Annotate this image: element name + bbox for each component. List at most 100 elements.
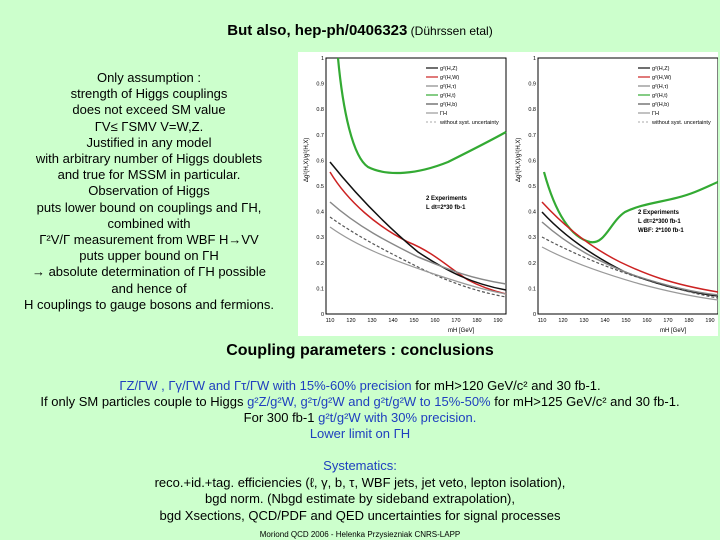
- legend-entry: g²(H,Z): [652, 66, 670, 72]
- title-sub: (Dührssen etal): [407, 24, 493, 38]
- y-tick-label: 0.3: [528, 235, 536, 241]
- x-tick-label: 130: [579, 318, 588, 324]
- left-line: and true for MSSM in particular.: [57, 167, 241, 183]
- x-axis-label: mH [GeV]: [448, 328, 475, 334]
- left-line: → absolute determination of ΓH possible: [31, 264, 267, 280]
- footer: Moriond QCD 2006 - Helenka Przysiezniak …: [259, 530, 461, 539]
- x-tick-label: 180: [684, 318, 693, 324]
- y-tick-label: 0.6: [316, 158, 324, 164]
- conclusions: ΓZ/ΓW , Γγ/ΓW and Γτ/ΓW with 15%-60% pre…: [0, 378, 720, 442]
- curve-g-tau: [329, 201, 507, 285]
- legend-entry: g²(H,W): [652, 75, 671, 81]
- y-tick-label: 0: [321, 312, 324, 318]
- conclusion-line-3: For 300 fb-1 g²t/g²W with 30% precision.: [0, 410, 720, 426]
- legend-entry: without syst. uncertainty: [651, 120, 711, 126]
- y-tick-label: 0.7: [528, 133, 536, 139]
- curve-g-w: [541, 201, 719, 293]
- left-line: with arbitrary number of Higgs doublets: [35, 151, 263, 167]
- left-line: strength of Higgs couplings: [70, 86, 228, 102]
- y-tick-label: 1: [533, 56, 536, 62]
- systematics: Systematics: reco.+id.+tag. efficiencies…: [0, 458, 720, 524]
- y-tick-label: 0.2: [316, 261, 324, 267]
- left-line: combined with: [107, 215, 191, 231]
- left-line: does not exceed SM value: [72, 102, 226, 118]
- left-line: ΓV≤ ΓSMV V=W,Z.: [94, 118, 204, 134]
- coupling-plots: Δg²(H,X)/g²(H,X) mH [GeV] 1 0.9 0.8 0.7 0.6 0…: [298, 52, 719, 336]
- legend-entry: g²(H,b): [440, 102, 457, 108]
- y-tick-label: 0.1: [528, 286, 536, 292]
- slide-title: But also, hep-ph/0406323 (Dührssen etal): [0, 22, 720, 39]
- legend-entry: g²(H,b): [652, 102, 669, 108]
- left-line: Observation of Higgs: [88, 183, 210, 199]
- conclusion-pre: If only SM particles couple to Higgs: [40, 394, 248, 409]
- conclusion-cond: for mH>120 GeV/c² and 30 fb-1.: [411, 378, 601, 393]
- left-line: puts upper bound on ΓH: [79, 248, 219, 264]
- y-tick-label: 0.1: [316, 286, 324, 292]
- curve-g-tau: [541, 221, 719, 296]
- x-tick-label: 130: [367, 318, 376, 324]
- conclusion-line-1: ΓZ/ΓW , Γγ/ΓW and Γτ/ΓW with 15%-60% pre…: [0, 378, 720, 394]
- y-tick-label: 0.9: [316, 82, 324, 88]
- box-line: L dt=2*300 fb-1: [638, 219, 681, 225]
- left-line: Justified in any model: [86, 134, 212, 150]
- systematics-line: reco.+id.+tag. efficiencies (ℓ, γ, b, τ,…: [154, 474, 566, 490]
- y-tick-label: 0.4: [316, 210, 324, 216]
- box-line: 2 Experiments: [638, 210, 680, 216]
- box-line: 2 Experiments: [426, 196, 468, 202]
- left-line: Γ²V/Γ measurement from WBF H→VV: [39, 232, 259, 248]
- y-tick-label: 0.8: [528, 107, 536, 113]
- y-tick-label: 0.3: [316, 235, 324, 241]
- left-line: H couplings to gauge bosons and fermions…: [23, 296, 275, 312]
- assumption-text: Only assumption : strength of Higgs coup…: [8, 70, 290, 313]
- conclusion-line-2: If only SM particles couple to Higgs g²Z…: [0, 394, 720, 410]
- y-tick-label: 0.9: [528, 82, 536, 88]
- legend: g²(H,Z) g²(H,W) g²(H,τ) g²(H,t) g²(H,b) …: [638, 66, 711, 126]
- legend-entry: g²(H,Z): [440, 66, 458, 72]
- info-box: 2 Experiments L dt=2*300 fb-1 WBF: 2*100…: [638, 210, 684, 234]
- plot-frame: [537, 57, 719, 315]
- x-tick-label: 160: [430, 318, 439, 324]
- y-tick-label: 0.4: [528, 210, 536, 216]
- title-main: But also, hep-ph/0406323: [227, 22, 408, 39]
- conclusion-pre: For 300 fb-1: [243, 410, 319, 425]
- x-tick-label: 190: [493, 318, 502, 324]
- curve-g-w: [329, 171, 507, 295]
- legend-entry: g²(H,t): [652, 93, 668, 99]
- curve-g-z: [329, 161, 507, 291]
- y-axis-label: Δg²(H,X)/g²(H,X): [304, 138, 310, 182]
- x-tick-label: 170: [451, 318, 460, 324]
- y-tick-label: 1: [321, 56, 324, 62]
- x-tick-label: 150: [621, 318, 630, 324]
- x-tick-label: 110: [538, 318, 547, 324]
- systematics-title: Systematics:: [323, 458, 397, 473]
- y-tick-label: 0.7: [316, 133, 324, 139]
- conclusion-ratio: g²t/g²W with 30% precision.: [318, 410, 477, 425]
- y-tick-label: 0: [533, 312, 536, 318]
- systematics-line: bgd norm. (Nbgd estimate by sideband ext…: [204, 491, 515, 506]
- plot-frame: [325, 57, 507, 315]
- plots-svg: Δg²(H,X)/g²(H,X) mH [GeV] 1 0.9 0.8 0.7 0.6 0…: [304, 56, 719, 334]
- legend-entry: ΓH: [652, 111, 659, 117]
- section-heading: Coupling parameters : conclusions: [226, 342, 494, 359]
- legend-entry: g²(H,τ): [652, 84, 668, 90]
- curve-gamma-h: [541, 246, 719, 301]
- x-tick-label: 180: [472, 318, 481, 324]
- conclusion-ratio: g²Z/g²W, g²τ/g²W and g²t/g²W to 15%-50%: [247, 394, 491, 409]
- x-tick-label: 150: [409, 318, 418, 324]
- y-tick-label: 0.6: [528, 158, 536, 164]
- legend-entry: g²(H,W): [440, 75, 459, 81]
- curve-g-b: [541, 236, 719, 299]
- y-tick-label: 0.2: [528, 261, 536, 267]
- conclusion-cond: for mH>125 GeV/c² and 30 fb-1.: [490, 394, 680, 409]
- x-tick-label: 120: [558, 318, 567, 324]
- curve-g-t: [336, 57, 507, 175]
- curve-gamma-h: [329, 226, 507, 295]
- left-line: puts lower bound on couplings and ΓH,: [36, 199, 262, 215]
- x-tick-label: 140: [388, 318, 397, 324]
- legend-entry: ΓH: [440, 111, 447, 117]
- x-tick-label: 160: [642, 318, 651, 324]
- conclusion-ratio: ΓZ/ΓW , Γγ/ΓW and Γτ/ΓW with 15%-60% pre…: [119, 378, 412, 393]
- y-tick-label: 0.5: [316, 184, 324, 190]
- box-line: WBF: 2*100 fb-1: [638, 228, 684, 234]
- box-line: L dt=2*30 fb-1: [426, 205, 466, 211]
